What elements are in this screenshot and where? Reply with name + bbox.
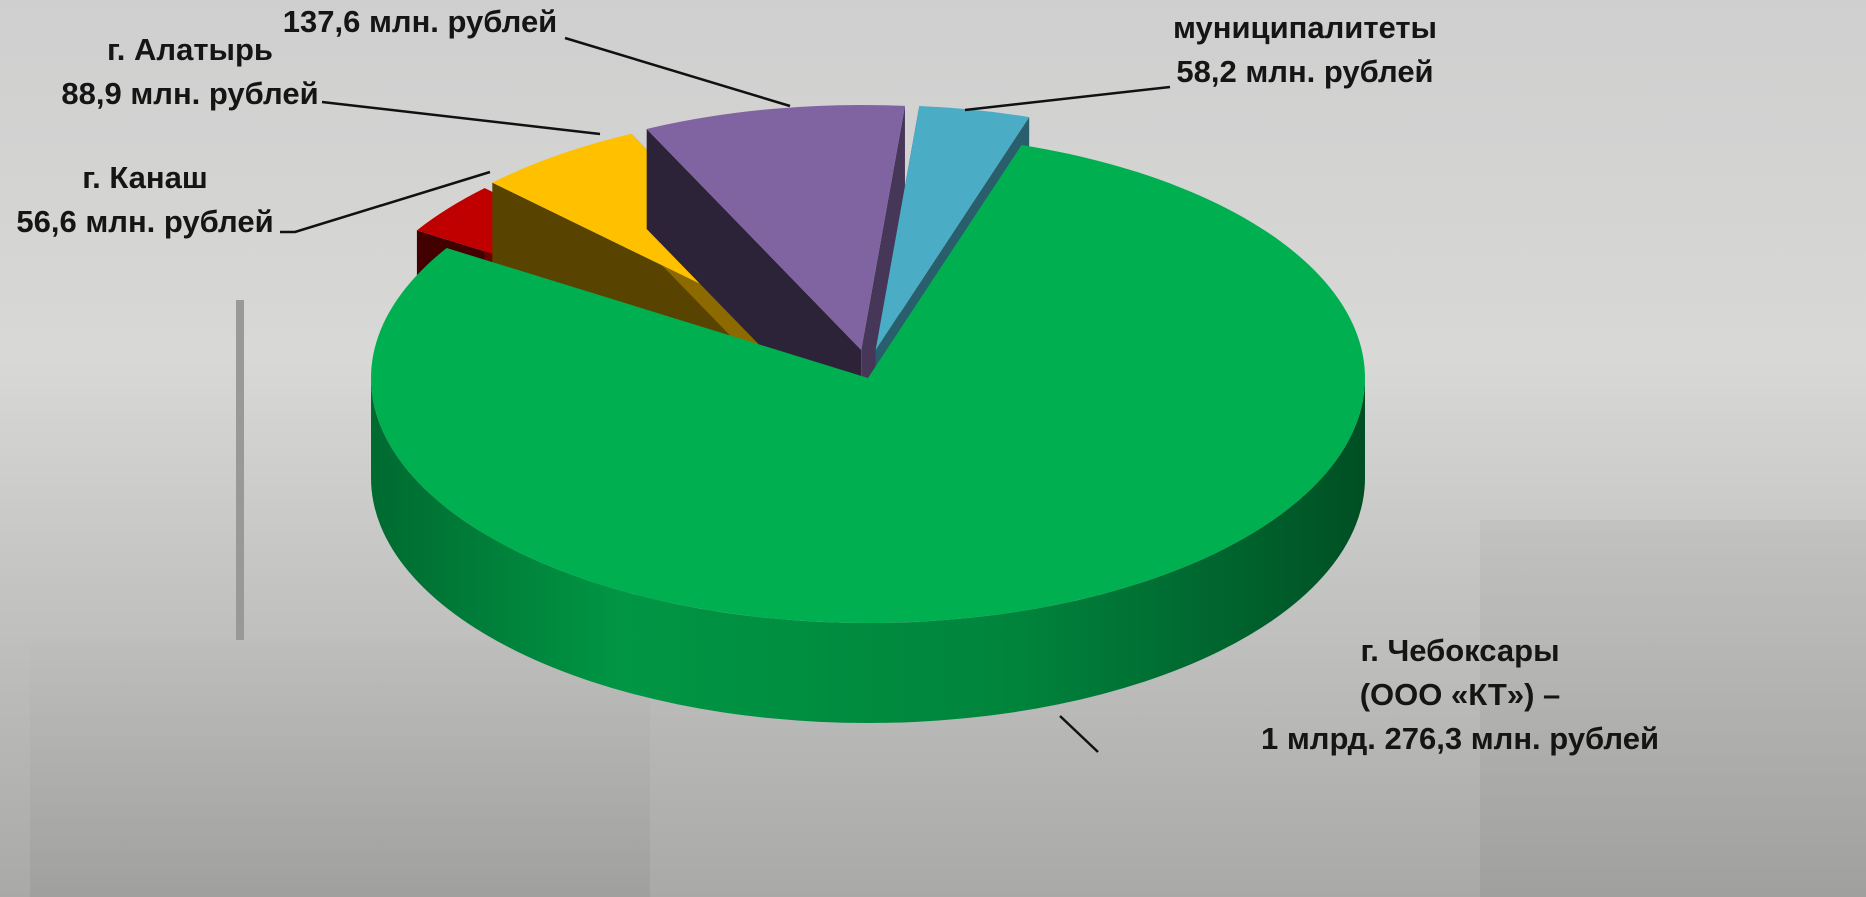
value-label: 56,6 млн. рублей	[16, 204, 274, 239]
value-label: 58,2 млн. рублей	[1176, 54, 1434, 89]
data-label: г. Алатырь 88,9 млн. рублей	[61, 28, 318, 116]
leader-line	[280, 170, 491, 234]
category-label: г. Алатырь	[106, 32, 273, 67]
slice-wall	[371, 378, 1365, 723]
value-label: 1 млрд. 276,3 млн. рублей	[1260, 721, 1660, 756]
background-building	[30, 640, 650, 897]
data-label: г. Канаш 56,6 млн. рублей	[16, 156, 273, 244]
value-label: 88,9 млн. рублей	[61, 76, 319, 111]
category-label: г. Чебоксары (ООО «КТ») –	[1359, 633, 1561, 712]
leader-line	[321, 100, 601, 136]
leader-line	[964, 85, 1171, 112]
slice	[370, 144, 1365, 723]
value-label: 137,6 млн. рублей	[282, 4, 558, 39]
slice-top	[646, 104, 905, 350]
slice-top	[875, 106, 1030, 351]
category-label: муниципалитеты	[1172, 10, 1438, 45]
data-label: 137,6 млн. рублей	[283, 0, 558, 44]
data-label: г. Чебоксары (ООО «КТ») – 1 млрд. 276,3 м…	[1261, 629, 1659, 761]
pie	[370, 104, 1365, 723]
category-label: г. Канаш	[82, 160, 208, 195]
leaders	[280, 36, 1171, 753]
leader-line	[564, 36, 791, 108]
background-building	[1480, 520, 1866, 897]
leader-line	[1059, 715, 1099, 753]
data-label: муниципалитеты 58,2 млн. рублей	[1173, 6, 1437, 94]
slice-top	[370, 144, 1365, 623]
slice-side	[861, 105, 905, 450]
